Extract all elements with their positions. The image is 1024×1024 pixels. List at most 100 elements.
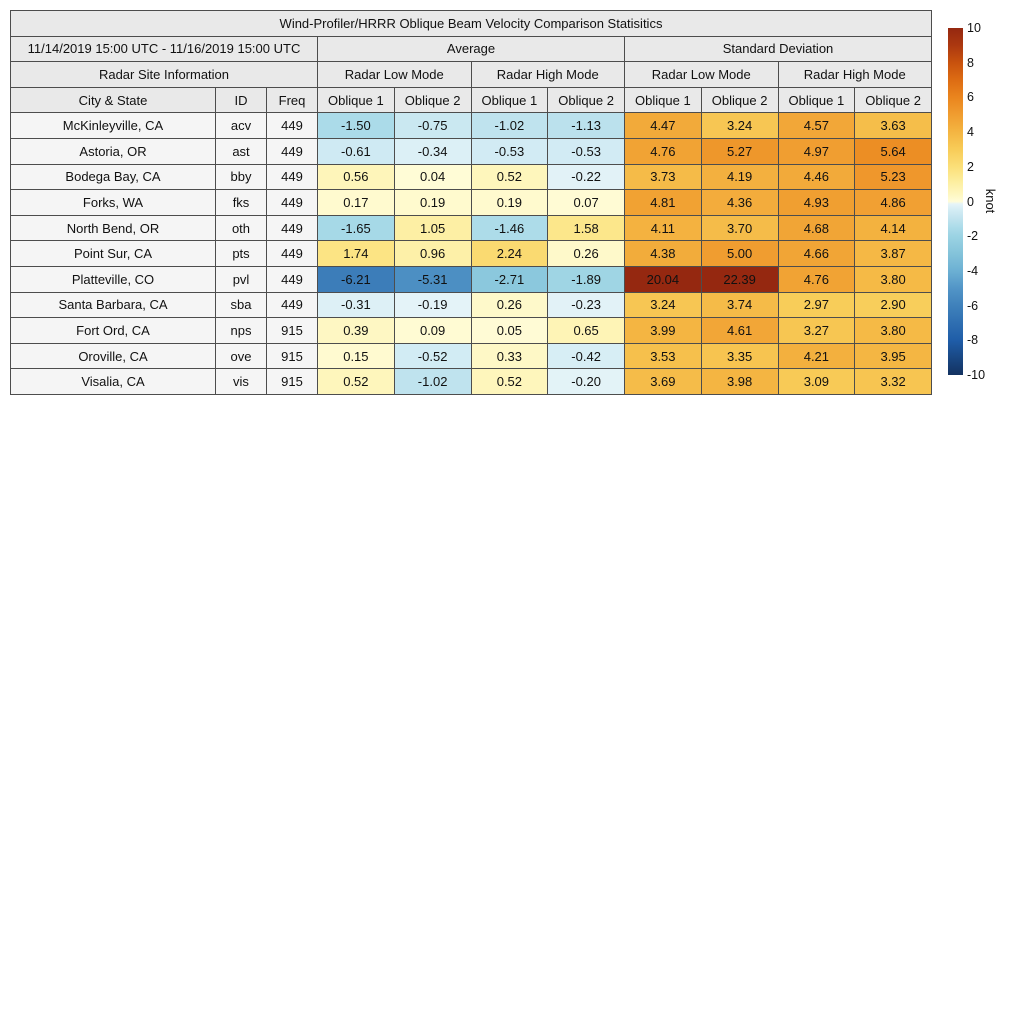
id-cell: pts <box>215 240 267 267</box>
id-cell: ast <box>215 137 267 165</box>
avg-low-mode-header: Radar Low Mode <box>317 61 472 88</box>
group-header-row: 11/14/2019 15:00 UTC - 11/16/2019 15:00 … <box>10 35 932 63</box>
value-cell: 4.66 <box>777 240 856 267</box>
average-group-header: Average <box>317 35 625 63</box>
value-cell: 0.09 <box>393 317 472 344</box>
value-cell: -2.71 <box>470 265 549 293</box>
value-cell: 3.74 <box>700 291 779 319</box>
oblique-column-header: Oblique 1 <box>777 86 856 114</box>
value-cell: 0.96 <box>393 240 472 267</box>
value-cell: 0.33 <box>470 342 549 370</box>
colorbar-tick-label: -8 <box>967 333 979 348</box>
city-cell: North Bend, OR <box>10 214 216 242</box>
std-low-mode-header: Radar Low Mode <box>624 61 779 88</box>
oblique-column-header: Oblique 1 <box>317 86 395 114</box>
value-cell: -0.23 <box>547 291 625 319</box>
value-cell: 0.52 <box>470 163 549 191</box>
value-cell: 4.14 <box>854 214 932 242</box>
value-cell: 4.68 <box>777 214 856 242</box>
std-high-mode-header: Radar High Mode <box>777 61 932 88</box>
value-cell: 4.97 <box>777 137 856 165</box>
city-cell: Santa Barbara, CA <box>10 291 216 319</box>
value-cell: 3.80 <box>854 265 932 293</box>
value-cell: -0.52 <box>393 342 472 370</box>
value-cell: 0.26 <box>470 291 549 319</box>
value-cell: 0.07 <box>547 189 625 216</box>
value-cell: 4.19 <box>700 163 779 191</box>
freq-cell: 449 <box>266 265 318 293</box>
value-cell: 3.99 <box>624 317 702 344</box>
value-cell: 5.27 <box>700 137 779 165</box>
colorbar-tick-label: -10 <box>967 368 986 382</box>
value-cell: -0.22 <box>547 163 625 191</box>
colorbar-tick-label: 6 <box>967 90 974 105</box>
value-cell: 3.98 <box>700 368 779 395</box>
value-cell: 4.86 <box>854 189 932 216</box>
value-cell: -1.02 <box>393 368 472 395</box>
value-cell: 3.32 <box>854 368 932 395</box>
oblique-column-header: Oblique 2 <box>700 86 779 114</box>
value-cell: 0.39 <box>317 317 395 344</box>
value-cell: -0.75 <box>393 112 472 139</box>
oblique-column-header: Oblique 1 <box>470 86 549 114</box>
value-cell: 3.80 <box>854 317 932 344</box>
table-row: North Bend, OR oth 449 -1.65 1.05 -1.46 1.58 4.… <box>10 214 932 242</box>
id-column-header: ID <box>215 86 267 114</box>
value-cell: 0.05 <box>470 317 549 344</box>
id-cell: nps <box>215 317 267 344</box>
id-cell: fks <box>215 189 267 216</box>
table-row: McKinleyville, CA acv 449 -1.50 -0.75 -1.02 -1… <box>10 112 932 139</box>
value-cell: 0.56 <box>317 163 395 191</box>
value-cell: 0.15 <box>317 342 395 370</box>
id-cell: ove <box>215 342 267 370</box>
table-row: Visalia, CA vis 915 0.52 -1.02 0.52 -0.20 3.69 3… <box>10 368 932 395</box>
value-cell: 0.17 <box>317 189 395 216</box>
table-row: Astoria, OR ast 449 -0.61 -0.34 -0.53 -0.53 4.7… <box>10 137 932 165</box>
value-cell: -0.31 <box>317 291 395 319</box>
value-cell: 5.23 <box>854 163 932 191</box>
city-cell: Fort Ord, CA <box>10 317 216 344</box>
chart-title: Wind-Profiler/HRRR Oblique Beam Velocity… <box>10 10 932 37</box>
colorbar-tick-label: 0 <box>967 194 974 209</box>
freq-cell: 449 <box>266 137 318 165</box>
stats-table: Wind-Profiler/HRRR Oblique Beam Velocity… <box>10 10 932 395</box>
colorbar-tick-label: 10 <box>967 21 981 35</box>
value-cell: 4.57 <box>777 112 856 139</box>
city-cell: Oroville, CA <box>10 342 216 370</box>
freq-cell: 449 <box>266 189 318 216</box>
value-cell: 4.38 <box>624 240 702 267</box>
oblique-column-header: Oblique 2 <box>854 86 932 114</box>
id-cell: bby <box>215 163 267 191</box>
city-cell: Bodega Bay, CA <box>10 163 216 191</box>
table-row: Oroville, CA ove 915 0.15 -0.52 0.33 -0.42 3.53… <box>10 342 932 370</box>
city-cell: Platteville, CO <box>10 265 216 293</box>
freq-cell: 449 <box>266 240 318 267</box>
value-cell: -0.53 <box>547 137 625 165</box>
value-cell: 3.09 <box>777 368 856 395</box>
value-cell: -1.89 <box>547 265 625 293</box>
table-row: Santa Barbara, CA sba 449 -0.31 -0.19 0.26 -0.… <box>10 291 932 319</box>
freq-cell: 915 <box>266 317 318 344</box>
value-cell: 3.24 <box>624 291 702 319</box>
freq-cell: 449 <box>266 291 318 319</box>
value-cell: 1.74 <box>317 240 395 267</box>
value-cell: 5.00 <box>700 240 779 267</box>
city-cell: Visalia, CA <box>10 368 216 395</box>
colorbar-tick-label: -6 <box>967 298 979 313</box>
value-cell: 3.95 <box>854 342 932 370</box>
value-cell: -6.21 <box>317 265 395 293</box>
id-cell: oth <box>215 214 267 242</box>
oblique-column-header: Oblique 2 <box>393 86 472 114</box>
table-row: Fort Ord, CA nps 915 0.39 0.09 0.05 0.65 3.99 4.… <box>10 317 932 344</box>
mode-header-row: Radar Site Information Radar Low Mode Ra… <box>10 61 932 88</box>
freq-cell: 915 <box>266 368 318 395</box>
value-cell: 0.19 <box>470 189 549 216</box>
value-cell: 2.24 <box>470 240 549 267</box>
table-body: McKinleyville, CA acv 449 -1.50 -0.75 -1.02 -1… <box>10 112 932 395</box>
value-cell: 4.21 <box>777 342 856 370</box>
value-cell: 0.52 <box>317 368 395 395</box>
table-row: Bodega Bay, CA bby 449 0.56 0.04 0.52 -0.22 3.7… <box>10 163 932 191</box>
freq-cell: 449 <box>266 163 318 191</box>
value-cell: 3.24 <box>700 112 779 139</box>
colorbar-unit-label: knot <box>983 188 998 214</box>
